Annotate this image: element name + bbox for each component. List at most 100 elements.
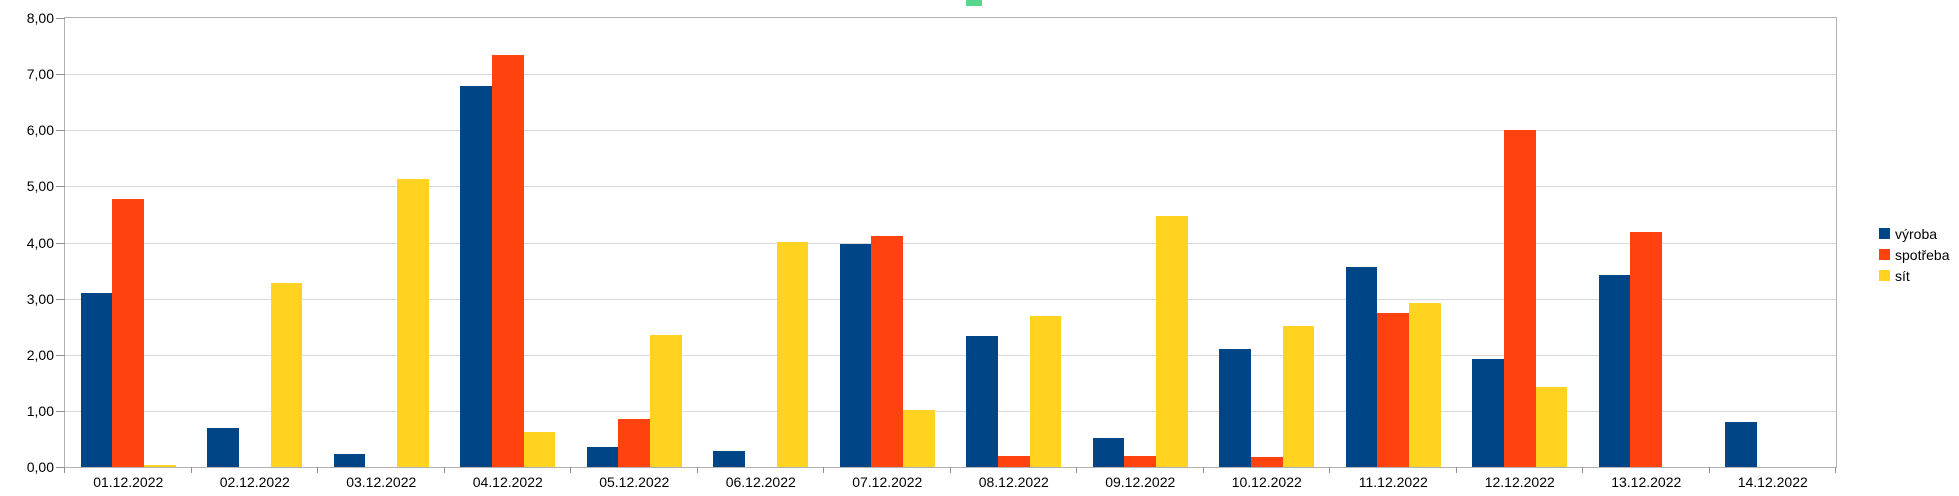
bar-spotreba[interactable] (1503, 129, 1536, 467)
x-axis-label: 09.12.2022 (1105, 474, 1176, 490)
x-axis-tick (1076, 467, 1077, 473)
y-axis-label: 5,00 (26, 178, 54, 195)
y-axis-tick (56, 298, 65, 300)
selection-handle (966, 0, 982, 6)
y-axis-label: 4,00 (26, 234, 54, 251)
y-axis-tick (56, 354, 65, 356)
x-axis-tick (570, 467, 571, 473)
bar-vyroba[interactable] (839, 243, 872, 467)
x-axis-tick (317, 467, 318, 473)
gridline (65, 242, 1836, 244)
bar-vyroba[interactable] (1598, 275, 1631, 467)
gridline (65, 410, 1836, 412)
x-axis-label: 11.12.2022 (1358, 474, 1428, 490)
bar-sit[interactable] (1409, 302, 1441, 467)
bar-sit[interactable] (523, 431, 556, 467)
bar-spotreba[interactable] (491, 55, 524, 467)
bar-sit[interactable] (144, 464, 176, 467)
x-axis-tick (1455, 467, 1457, 473)
bar-spotreba[interactable] (112, 198, 145, 467)
bar-vyroba[interactable] (713, 450, 745, 467)
y-axis-label: 0,00 (26, 459, 54, 475)
bar-vyroba[interactable] (207, 427, 239, 467)
x-axis-label: 07.12.2022 (852, 474, 923, 490)
y-axis-tick (56, 18, 65, 19)
bar-spotreba[interactable] (1377, 313, 1410, 467)
y-axis-label: 8,00 (26, 10, 54, 26)
legend-item-vyroba[interactable]: výroba (1879, 223, 1949, 244)
bar-sit[interactable] (776, 241, 809, 467)
legend-item-sit[interactable]: sít (1879, 265, 1949, 286)
bar-vyroba[interactable] (966, 336, 998, 467)
bar-vyroba[interactable] (1092, 438, 1125, 467)
bar-vyroba[interactable] (1345, 267, 1378, 467)
bar-sit[interactable] (1156, 216, 1188, 467)
y-axis-tick (56, 130, 65, 132)
bar-sit[interactable] (1282, 325, 1315, 467)
x-axis-tick (1202, 467, 1204, 473)
y-axis-tick (56, 242, 65, 244)
gridline (65, 354, 1836, 356)
x-axis-label: 08.12.2022 (978, 474, 1049, 490)
y-axis-tick (56, 74, 65, 76)
x-axis-tick (1835, 467, 1836, 473)
bar-spotreba[interactable] (618, 419, 651, 467)
bar-vyroba[interactable] (1219, 349, 1251, 467)
x-axis-label: 06.12.2022 (725, 474, 796, 490)
legend-swatch-vyroba (1879, 228, 1890, 239)
bar-spotreba[interactable] (1250, 456, 1283, 467)
bar-vyroba[interactable] (80, 293, 113, 467)
y-axis-label: 2,00 (26, 346, 54, 363)
x-axis-tick (443, 467, 445, 473)
y-axis-tick (56, 467, 65, 468)
bar-sit[interactable] (397, 179, 429, 467)
y-axis-tick (56, 410, 65, 412)
x-axis-label: 04.12.2022 (472, 474, 543, 490)
y-axis-label: 1,00 (26, 402, 54, 419)
bar-vyroba[interactable] (460, 85, 492, 467)
legend-label-spotreba: spotřeba (1895, 246, 1950, 263)
bar-vyroba[interactable] (1472, 358, 1504, 467)
x-axis-label: 10.12.2022 (1231, 474, 1302, 490)
bar-spotreba[interactable] (871, 235, 904, 467)
bar-vyroba[interactable] (333, 454, 366, 467)
x-axis-label: 12.12.2022 (1484, 474, 1555, 490)
legend[interactable]: výroba spotřeba sít (1879, 223, 1949, 286)
bar-sit[interactable] (1029, 316, 1062, 467)
x-axis-tick (1329, 467, 1330, 473)
x-axis-label: 14.12.2022 (1737, 474, 1808, 490)
x-axis-tick (823, 467, 824, 473)
bar-spotreba[interactable] (1630, 231, 1663, 467)
x-axis-tick (64, 467, 65, 473)
x-axis-label: 13.12.2022 (1611, 474, 1682, 490)
x-axis-label: 05.12.2022 (599, 474, 670, 490)
bar-sit[interactable] (650, 335, 682, 467)
legend-swatch-sit (1879, 270, 1890, 281)
bar-sit[interactable] (903, 409, 935, 467)
legend-label-sit: sít (1895, 267, 1910, 284)
y-axis-label: 7,00 (26, 66, 54, 83)
x-axis-tick (1582, 467, 1583, 473)
y-axis-label: 3,00 (26, 290, 54, 307)
legend-swatch-spotreba (1879, 249, 1890, 260)
x-axis-tick (1708, 467, 1710, 473)
bar-spotreba[interactable] (997, 456, 1030, 467)
gridline (65, 74, 1836, 76)
gridline (65, 186, 1836, 188)
y-axis-label: 6,00 (26, 122, 54, 139)
x-axis-tick (696, 467, 698, 473)
x-axis-label: 02.12.2022 (219, 474, 290, 490)
legend-label-vyroba: výroba (1895, 225, 1938, 242)
x-axis-tick (190, 467, 192, 473)
bar-sit[interactable] (1535, 387, 1568, 467)
bar-spotreba[interactable] (1124, 456, 1157, 467)
gridline (65, 130, 1836, 132)
y-axis-tick (56, 186, 65, 188)
x-axis-label: 03.12.2022 (346, 474, 417, 490)
legend-item-spotreba[interactable]: spotřeba (1879, 244, 1949, 265)
bar-sit[interactable] (270, 282, 303, 467)
x-axis-tick (949, 467, 951, 473)
bar-vyroba[interactable] (1725, 422, 1757, 467)
bar-vyroba[interactable] (586, 446, 619, 467)
